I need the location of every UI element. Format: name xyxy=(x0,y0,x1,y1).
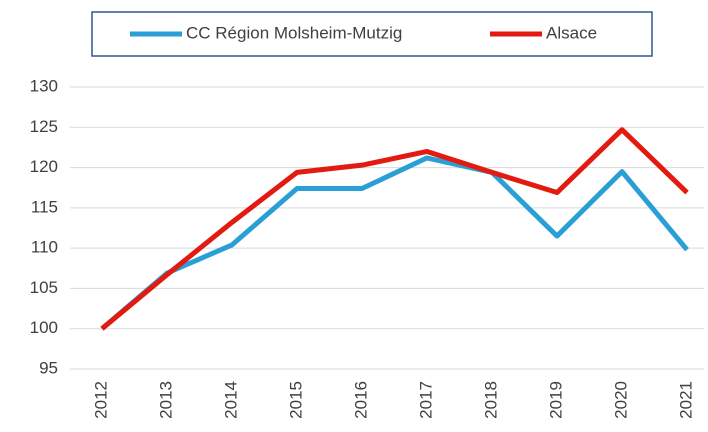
y-tick-label: 105 xyxy=(30,278,58,297)
x-tick-label: 2013 xyxy=(156,381,175,419)
x-tick-label: 2014 xyxy=(221,381,240,419)
x-tick-label: 2016 xyxy=(351,381,370,419)
y-tick-label: 95 xyxy=(39,358,58,377)
legend-box xyxy=(91,11,653,57)
x-tick-label: 2021 xyxy=(676,381,695,419)
y-tick-label: 110 xyxy=(31,238,58,257)
y-tick-label: 120 xyxy=(30,157,58,176)
line-series xyxy=(100,155,689,331)
x-tick-label: 2012 xyxy=(91,381,110,419)
y-tick-label: 100 xyxy=(30,318,58,337)
y-tick-label: 115 xyxy=(31,197,58,216)
legend-label: Alsace xyxy=(546,23,597,42)
x-tick-label: 2019 xyxy=(546,381,565,419)
y-tick-label: 130 xyxy=(30,76,58,95)
x-tick-label: 2018 xyxy=(481,381,500,419)
line-series xyxy=(100,127,689,331)
x-tick-label: 2015 xyxy=(286,381,305,419)
x-tick-label: 2020 xyxy=(611,381,630,419)
y-tick-label: 125 xyxy=(30,117,58,136)
x-tick-label: 2017 xyxy=(416,381,435,419)
legend-label: CC Région Molsheim-Mutzig xyxy=(186,23,402,42)
